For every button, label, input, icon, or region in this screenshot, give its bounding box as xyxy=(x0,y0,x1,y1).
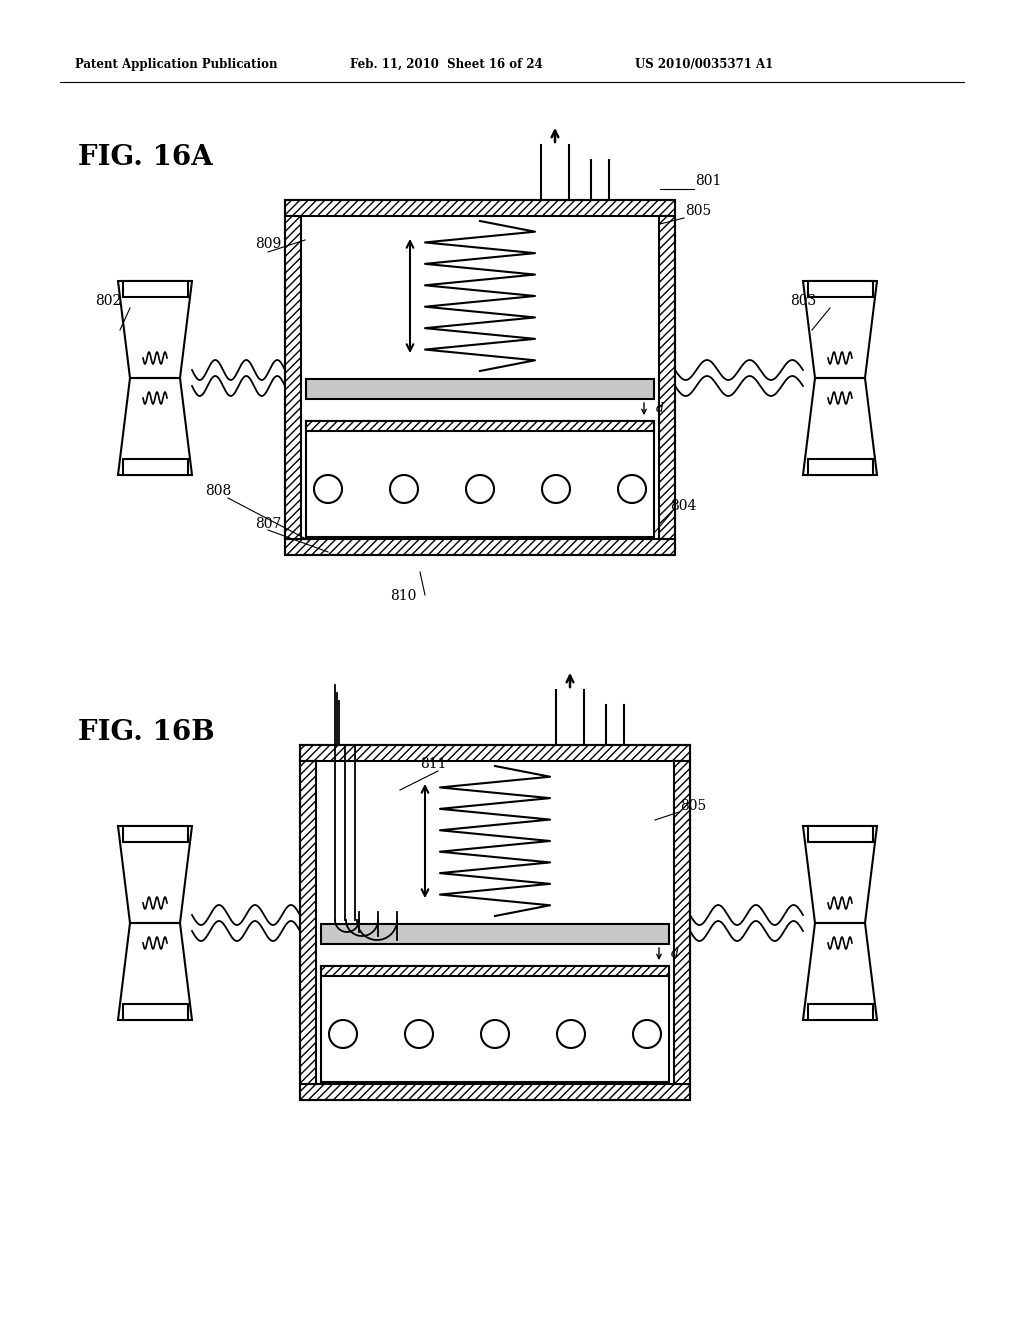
Bar xyxy=(808,826,873,842)
Text: 804: 804 xyxy=(670,499,696,513)
Text: 802: 802 xyxy=(95,294,121,308)
Text: 801: 801 xyxy=(695,174,721,187)
Text: Feb. 11, 2010  Sheet 16 of 24: Feb. 11, 2010 Sheet 16 of 24 xyxy=(350,58,543,71)
Text: Patent Application Publication: Patent Application Publication xyxy=(75,58,278,71)
Bar xyxy=(808,281,873,297)
Polygon shape xyxy=(321,966,669,975)
Bar xyxy=(123,1005,188,1020)
Bar xyxy=(321,966,669,1082)
Bar xyxy=(306,379,654,399)
Polygon shape xyxy=(285,539,675,554)
Text: 810: 810 xyxy=(390,589,417,603)
Polygon shape xyxy=(300,1084,690,1100)
Polygon shape xyxy=(306,421,654,432)
Bar xyxy=(808,459,873,475)
Text: FIG. 16A: FIG. 16A xyxy=(78,144,213,172)
Text: US 2010/0035371 A1: US 2010/0035371 A1 xyxy=(635,58,773,71)
Text: d: d xyxy=(671,946,679,960)
Polygon shape xyxy=(659,216,675,539)
Text: 807: 807 xyxy=(255,517,282,531)
Polygon shape xyxy=(300,744,690,762)
Polygon shape xyxy=(285,201,675,216)
Bar xyxy=(123,459,188,475)
Text: 808: 808 xyxy=(205,484,231,498)
Text: FIG. 16B: FIG. 16B xyxy=(78,719,215,746)
Text: 811: 811 xyxy=(420,756,446,771)
Polygon shape xyxy=(300,762,316,1084)
Text: 805: 805 xyxy=(680,799,707,813)
Bar xyxy=(306,421,654,537)
Polygon shape xyxy=(674,762,690,1084)
Bar xyxy=(808,1005,873,1020)
Bar xyxy=(321,924,669,944)
Polygon shape xyxy=(285,216,301,539)
Bar xyxy=(123,281,188,297)
Text: 805: 805 xyxy=(685,205,712,218)
Bar xyxy=(123,826,188,842)
Text: d: d xyxy=(656,403,664,414)
Text: 809: 809 xyxy=(255,238,282,251)
Text: 803: 803 xyxy=(790,294,816,308)
